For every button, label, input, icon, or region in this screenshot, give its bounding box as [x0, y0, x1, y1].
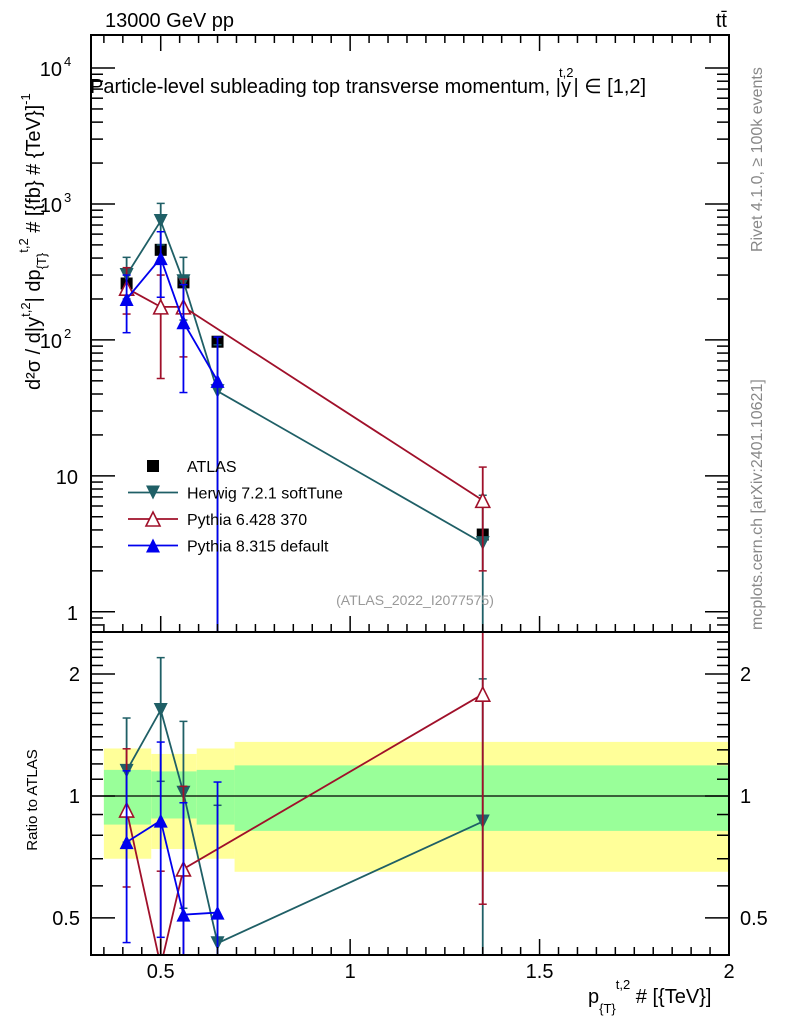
legend: ATLAS Herwig 7.2.1 softTune Pythia 6.428 3… [128, 459, 343, 556]
mcplots-label: mcplots.cern.ch [arXiv:2401.10621] [749, 379, 766, 630]
pythia-6-428-370-point [474, 491, 492, 509]
pythia-8-315-default-ratio-point [119, 835, 134, 850]
legend-marker [147, 460, 159, 472]
y-tick-exponent: 3 [64, 190, 71, 205]
herwig-7-2-1-softtune-ratio-point [153, 702, 168, 717]
y-tick-exponent: 4 [64, 54, 71, 69]
ratio-y-tick-label: 1 [69, 786, 80, 808]
y-tick-label: 10 [56, 467, 78, 489]
x-tick-label: 2 [723, 961, 734, 983]
ratio-series-group [118, 632, 492, 955]
y-axis-label: d²σ / d|yt,2| dp{T}t,2 # [{fb} # {TeV}]-… [16, 93, 49, 390]
legend-marker [146, 485, 160, 500]
x-tick-label: 1.5 [526, 961, 554, 983]
pythia-8-315-default-ratio-point [153, 813, 168, 828]
legend-label: Pythia 6.428 370 [187, 512, 307, 529]
x-tick-label: 0.5 [147, 961, 175, 983]
x-axis-label: p{T}t,2 # [{TeV}] [588, 977, 711, 1016]
ratio-y-tick-label: 2 [69, 664, 80, 686]
legend-label: Pythia 8.315 default [187, 539, 329, 556]
rivet-label: Rivet 4.1.0, ≥ 100k events [749, 67, 766, 252]
pythia-8-315-default-line [125, 256, 219, 382]
pythia-8-315-default-ratio-point [176, 907, 191, 922]
ratio-y-tick-label-right: 1 [740, 786, 751, 808]
analysis-watermark: (ATLAS_2022_I2077575) [336, 592, 494, 608]
green-band [151, 771, 197, 819]
main-series-group [118, 202, 492, 632]
pythia-8-315-default-point [210, 373, 225, 388]
legend-label: ATLAS [187, 459, 237, 476]
pythia-8-315-default-ratio-line [126, 819, 218, 916]
pythia-6-428-370-ratio-point [474, 685, 492, 702]
pythia-6-428-370-point [152, 298, 170, 315]
legend-label: Herwig 7.2.1 softTune [187, 486, 343, 503]
process-label: tt̄ [716, 10, 728, 32]
pythia-6-428-370-ratio-line [125, 693, 484, 955]
ratio-y-axis-label: Ratio to ATLAS [24, 749, 41, 850]
ratio-y-tick-label-right: 0.5 [740, 908, 768, 930]
ratio-plot-frame [90, 631, 730, 956]
pythia-8-315-default-ratio-point [210, 905, 225, 920]
ratio-y-tick-label: 0.5 [52, 908, 80, 930]
y-tick-label: 1 [67, 603, 78, 625]
pythia-8-315-default-point [153, 251, 168, 266]
x-tick-label: 1 [345, 961, 356, 983]
pythia-8-315-default-point [119, 291, 134, 306]
pythia-8-315-default-point [176, 315, 191, 330]
y-tick-label: 10 [40, 195, 62, 217]
herwig-7-2-1-softtune-point [153, 213, 168, 228]
ratio-y-tick-label-right: 2 [740, 664, 751, 686]
y-tick-label: 10 [40, 331, 62, 353]
pythia-6-428-370-line [126, 287, 484, 502]
y-tick-exponent: 2 [64, 326, 71, 341]
green-band [196, 769, 235, 825]
legend-marker [144, 510, 162, 527]
legend-marker [146, 538, 160, 553]
energy-label: 13000 GeV pp [105, 10, 234, 32]
plot-title: Particle-level subleading top transverse… [90, 65, 646, 98]
y-tick-label: 10 [40, 59, 62, 81]
